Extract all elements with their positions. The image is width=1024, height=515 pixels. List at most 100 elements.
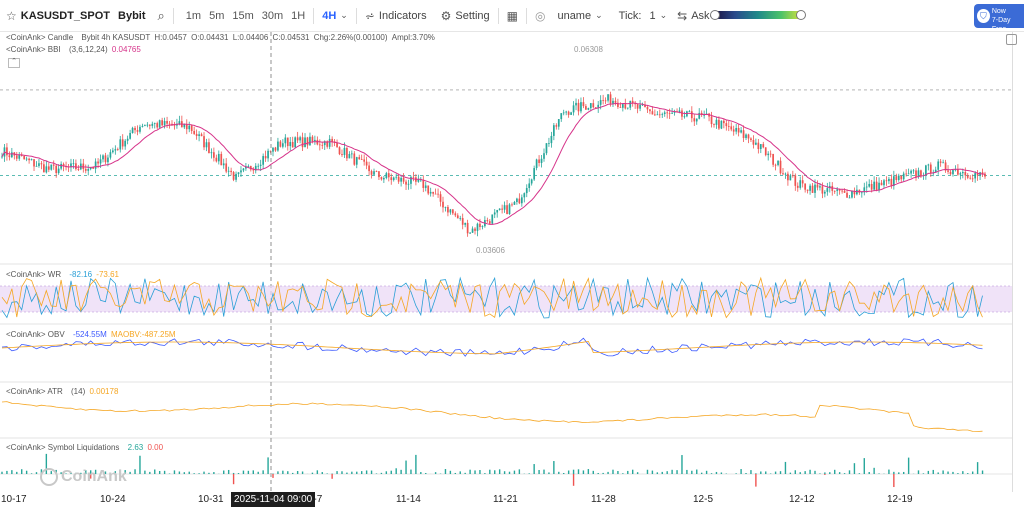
liquidation-bar xyxy=(75,472,77,474)
chevron-down-icon[interactable]: ⌄ xyxy=(340,10,348,20)
interval-5m[interactable]: 5m xyxy=(209,9,225,22)
x-axis-label: 12-12 xyxy=(789,494,815,505)
candle-body xyxy=(629,100,632,108)
liquidation-bar xyxy=(326,473,328,474)
liquidation-bar xyxy=(252,470,254,474)
candle-body xyxy=(981,172,984,174)
indicators-button[interactable]: ⩫ Indicators xyxy=(365,9,427,23)
interval-30m[interactable]: 30m xyxy=(261,9,284,22)
candle-body xyxy=(843,190,846,193)
liquidation-bar xyxy=(927,470,930,474)
candle-body xyxy=(203,136,205,148)
liquidation-bar xyxy=(336,471,338,474)
liquidations-legend-long: 2.63 xyxy=(127,443,144,452)
candle-body xyxy=(259,164,262,166)
candle-body xyxy=(387,173,390,178)
candle-body xyxy=(380,177,383,180)
divider xyxy=(172,7,174,24)
candle-body xyxy=(466,222,469,234)
candle-body xyxy=(698,112,701,119)
candle-body xyxy=(801,180,804,184)
liquidation-bar xyxy=(227,469,230,474)
candle-body xyxy=(20,155,23,156)
liquidation-bar xyxy=(178,471,181,474)
liquidation-bar xyxy=(144,470,146,474)
interval-15m[interactable]: 15m xyxy=(232,9,254,22)
palette-icon[interactable]: ◎ xyxy=(534,8,546,23)
low-annotation: 0.03606 xyxy=(476,246,505,255)
candle-body xyxy=(570,112,572,115)
liquidation-bar xyxy=(139,455,141,474)
candle-body xyxy=(28,158,30,161)
candle-body xyxy=(449,209,452,213)
candle-body xyxy=(809,185,811,191)
liquidation-bar xyxy=(203,471,205,474)
candle-body xyxy=(794,175,797,186)
liquidation-bar xyxy=(538,470,540,474)
candle-body xyxy=(646,107,649,110)
liquidations-legend-prefix: <CoinAnk> Symbol Liquidations xyxy=(6,443,120,452)
collapse-legend-icon[interactable]: ⌃ xyxy=(8,58,20,68)
candle-body xyxy=(971,178,974,180)
chart-area[interactable] xyxy=(0,32,1012,492)
liquidation-bar xyxy=(528,473,530,474)
liquidation-bar xyxy=(346,472,348,474)
price-axis[interactable] xyxy=(1012,32,1024,492)
candle-body xyxy=(828,185,831,189)
heatmap-color-slider[interactable] xyxy=(710,10,806,20)
candle-body xyxy=(764,147,767,156)
liquidation-bar xyxy=(70,472,72,474)
candle-body xyxy=(582,102,585,107)
liquidation-bar xyxy=(602,472,604,474)
candle-body xyxy=(819,186,821,188)
star-icon[interactable]: ☆ xyxy=(6,8,17,23)
liquidation-bar xyxy=(942,470,944,474)
slider-handle-right[interactable] xyxy=(796,10,806,20)
liquidation-bar xyxy=(247,470,250,474)
candle-body xyxy=(208,142,210,154)
candle-body xyxy=(126,138,129,141)
user-select[interactable]: uname ⌄ xyxy=(557,10,602,22)
candle-body xyxy=(370,171,373,175)
liquidation-bar xyxy=(740,469,742,474)
obv-legend-value: -524.55M xyxy=(72,330,107,339)
candle-body xyxy=(656,114,659,116)
candle-body xyxy=(513,201,516,205)
liquidation-bar xyxy=(858,473,861,474)
interval-4h[interactable]: 4H xyxy=(322,9,337,22)
slider-handle-left[interactable] xyxy=(710,10,720,20)
candle-body xyxy=(599,100,602,105)
toolbar: ☆ KASUSDT_SPOT Bybit ⌕ 1m 5m 15m 30m 1H … xyxy=(0,0,1024,32)
interval-1m[interactable]: 1m xyxy=(185,9,202,22)
liquidation-bar xyxy=(149,471,151,474)
candle-body xyxy=(190,125,193,131)
search-icon[interactable]: ⌕ xyxy=(157,7,165,23)
liquidation-bar xyxy=(888,469,890,474)
settings-square-icon[interactable] xyxy=(1006,34,1017,45)
candle-body xyxy=(400,177,402,182)
symbol-label[interactable]: KASUSDT_SPOT xyxy=(20,9,111,22)
interval-1h[interactable]: 1H xyxy=(291,9,306,22)
candle-body xyxy=(193,130,196,134)
candle-body xyxy=(346,147,348,159)
candle-body xyxy=(518,198,521,204)
obv-legend: <CoinAnk> OBV -524.55M MAOBV:-487.25M xyxy=(6,330,176,339)
candle-body xyxy=(419,179,422,181)
candle-body xyxy=(750,138,752,140)
liquidation-bar xyxy=(405,460,407,474)
tick-select[interactable]: Tick: 1 ⌄ xyxy=(619,10,667,22)
atr-legend-params: (14) xyxy=(71,387,86,396)
candle-body xyxy=(385,173,388,178)
candle-body xyxy=(272,147,274,152)
liquidation-bar xyxy=(567,470,570,474)
candle-body xyxy=(427,185,430,194)
liquidation-bar xyxy=(109,473,112,474)
candle-body xyxy=(481,226,484,228)
layout-grid-icon[interactable]: ▦ xyxy=(506,8,518,23)
candle-legend-amplitude: Ampl:3.70% xyxy=(391,33,435,42)
setting-button[interactable]: ⚙ Setting xyxy=(441,9,490,23)
candle-body xyxy=(920,170,922,176)
claim-free-trial-button[interactable]: ⛉ Claim Now 7-Day Free xyxy=(974,0,1024,33)
divider xyxy=(313,7,315,24)
liquidation-bar xyxy=(459,471,461,474)
